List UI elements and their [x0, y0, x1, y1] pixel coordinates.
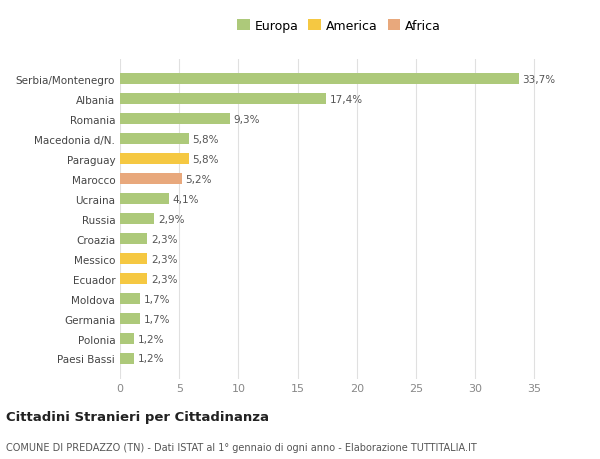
Text: 2,3%: 2,3%	[151, 234, 177, 244]
Text: 33,7%: 33,7%	[523, 75, 556, 84]
Text: 1,7%: 1,7%	[143, 314, 170, 324]
Text: Cittadini Stranieri per Cittadinanza: Cittadini Stranieri per Cittadinanza	[6, 410, 269, 423]
Bar	[120, 353, 134, 364]
Bar	[120, 293, 140, 304]
Text: 5,8%: 5,8%	[192, 134, 219, 145]
Text: COMUNE DI PREDAZZO (TN) - Dati ISTAT al 1° gennaio di ogni anno - Elaborazione T: COMUNE DI PREDAZZO (TN) - Dati ISTAT al …	[6, 442, 477, 452]
Bar	[120, 214, 154, 224]
Bar	[120, 134, 188, 145]
Text: 1,2%: 1,2%	[138, 334, 164, 344]
Text: 9,3%: 9,3%	[233, 115, 260, 124]
Bar	[120, 274, 147, 285]
Bar	[120, 194, 169, 205]
Bar	[120, 333, 134, 344]
Text: 17,4%: 17,4%	[329, 95, 362, 105]
Text: 5,8%: 5,8%	[192, 154, 219, 164]
Bar	[120, 154, 188, 165]
Bar	[120, 253, 147, 264]
Text: 5,2%: 5,2%	[185, 174, 212, 185]
Text: 1,7%: 1,7%	[143, 294, 170, 304]
Text: 2,3%: 2,3%	[151, 254, 177, 264]
Text: 2,3%: 2,3%	[151, 274, 177, 284]
Bar	[120, 114, 230, 125]
Bar	[120, 234, 147, 245]
Bar	[120, 313, 140, 325]
Legend: Europa, America, Africa: Europa, America, Africa	[232, 15, 446, 38]
Text: 1,2%: 1,2%	[138, 354, 164, 364]
Bar	[120, 94, 326, 105]
Text: 2,9%: 2,9%	[158, 214, 184, 224]
Text: 4,1%: 4,1%	[172, 194, 199, 204]
Bar	[120, 174, 182, 185]
Bar	[120, 74, 519, 85]
